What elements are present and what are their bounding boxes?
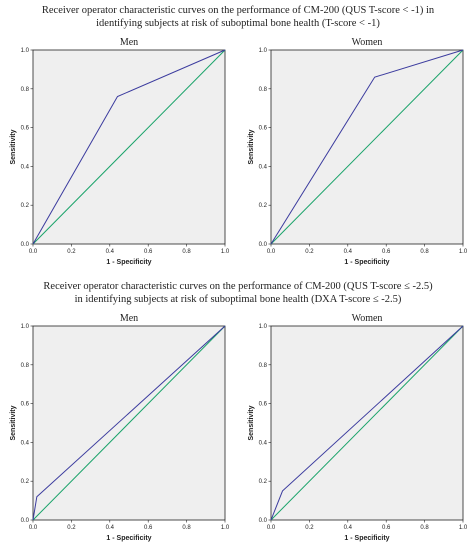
x-tick-label: 0.6 — [144, 525, 153, 531]
x-tick-label: 0.2 — [305, 525, 314, 531]
y-tick-label: 0.4 — [21, 164, 30, 170]
reference-line — [270, 49, 464, 245]
x-tick-label: 0.8 — [182, 249, 191, 255]
x-axis-label: 1 - Specificity — [106, 259, 151, 266]
x-tick-label: 0.0 — [267, 249, 276, 255]
x-tick-label: 1.0 — [221, 249, 230, 255]
y-tick-label: 0.6 — [259, 402, 268, 408]
panel-title: Women — [352, 313, 383, 324]
roc-chart-1: Men 0.0 0.2 0.4 0.6 0.8 1.0 0.0 0.2 0.4 0.6 0.8 1.0 1… — [10, 37, 230, 266]
y-tick-label: 0.6 — [21, 402, 30, 408]
y-axis-label: Sensitivity — [248, 129, 255, 164]
y-tick-label: 1.0 — [21, 48, 30, 54]
y-tick-label: 1.0 — [259, 324, 268, 330]
y-tick-label: 0.2 — [259, 479, 268, 485]
x-tick-label: 0.0 — [267, 525, 276, 531]
title-top-line-2: identifying subjects at risk of suboptim… — [96, 18, 380, 29]
x-tick-label: 0.6 — [382, 525, 391, 531]
y-tick-label: 0.8 — [259, 87, 268, 93]
roc-curve-line — [270, 325, 464, 521]
x-tick-label: 0.6 — [382, 249, 391, 255]
title-top-line-1: Receiver operator characteristic curves … — [41, 5, 435, 16]
panel-title: Men — [120, 313, 138, 324]
y-axis-label: Sensitivity — [10, 129, 17, 164]
reference-line — [32, 325, 226, 521]
y-tick-label: 0.4 — [259, 164, 268, 170]
x-axis-label: 1 - Specificity — [106, 535, 151, 542]
x-tick-label: 0.2 — [305, 249, 314, 255]
roc-chart-4: Women 0.0 0.2 0.4 0.6 0.8 1.0 0.0 0.2 0.4 0.6 0.8 1.… — [248, 313, 468, 542]
roc-chart-2: Women 0.0 0.2 0.4 0.6 0.8 1.0 0.0 0.2 0.4 0.6 0.8 1.… — [248, 37, 468, 266]
y-tick-label: 0.8 — [21, 87, 30, 93]
panel-title: Women — [352, 37, 383, 48]
y-tick-label: 1.0 — [21, 324, 30, 330]
x-tick-label: 0.2 — [67, 525, 76, 531]
y-tick-label: 0.0 — [21, 242, 30, 248]
roc-chart-3: Men 0.0 0.2 0.4 0.6 0.8 1.0 0.0 0.2 0.4 0.6 0.8 1.0 1… — [10, 313, 230, 542]
y-tick-label: 0.2 — [21, 203, 30, 209]
figure-title-top: Receiver operator characteristic curves … — [0, 4, 476, 30]
x-tick-label: 0.8 — [420, 525, 429, 531]
x-tick-label: 1.0 — [221, 525, 230, 531]
x-tick-label: 0.4 — [344, 249, 353, 255]
x-tick-label: 0.2 — [67, 249, 76, 255]
title-bottom-line-1: Receiver operator characteristic curves … — [43, 281, 433, 292]
title-bottom-line-2: in identifying subjects at risk of subop… — [74, 294, 402, 305]
y-tick-label: 0.0 — [259, 242, 268, 248]
x-tick-label: 0.8 — [420, 249, 429, 255]
x-tick-label: 1.0 — [459, 525, 468, 531]
y-tick-label: 0.8 — [259, 363, 268, 369]
reference-line — [32, 49, 226, 245]
y-tick-label: 0.8 — [21, 363, 30, 369]
roc-curve-line — [32, 325, 226, 521]
y-axis-label: Sensitivity — [248, 405, 255, 440]
figure-title-bottom: Receiver operator characteristic curves … — [0, 280, 476, 306]
x-tick-label: 1.0 — [459, 249, 468, 255]
y-tick-label: 0.6 — [21, 126, 30, 132]
y-tick-label: 0.2 — [21, 479, 30, 485]
x-axis-label: 1 - Specificity — [344, 259, 389, 266]
panel-title: Men — [120, 37, 138, 48]
roc-curve-line — [32, 49, 226, 245]
x-tick-label: 0.0 — [29, 525, 38, 531]
x-tick-label: 0.4 — [106, 249, 115, 255]
roc-curve-line — [270, 49, 464, 245]
x-tick-label: 0.4 — [344, 525, 353, 531]
reference-line — [270, 325, 464, 521]
x-tick-label: 0.6 — [144, 249, 153, 255]
y-tick-label: 0.0 — [21, 518, 30, 524]
x-tick-label: 0.4 — [106, 525, 115, 531]
y-tick-label: 0.4 — [21, 440, 30, 446]
y-tick-label: 0.6 — [259, 126, 268, 132]
x-tick-label: 0.0 — [29, 249, 38, 255]
y-tick-label: 0.0 — [259, 518, 268, 524]
x-tick-label: 0.8 — [182, 525, 191, 531]
y-tick-label: 1.0 — [259, 48, 268, 54]
x-axis-label: 1 - Specificity — [344, 535, 389, 542]
y-tick-label: 0.2 — [259, 203, 268, 209]
y-tick-label: 0.4 — [259, 440, 268, 446]
y-axis-label: Sensitivity — [10, 405, 17, 440]
